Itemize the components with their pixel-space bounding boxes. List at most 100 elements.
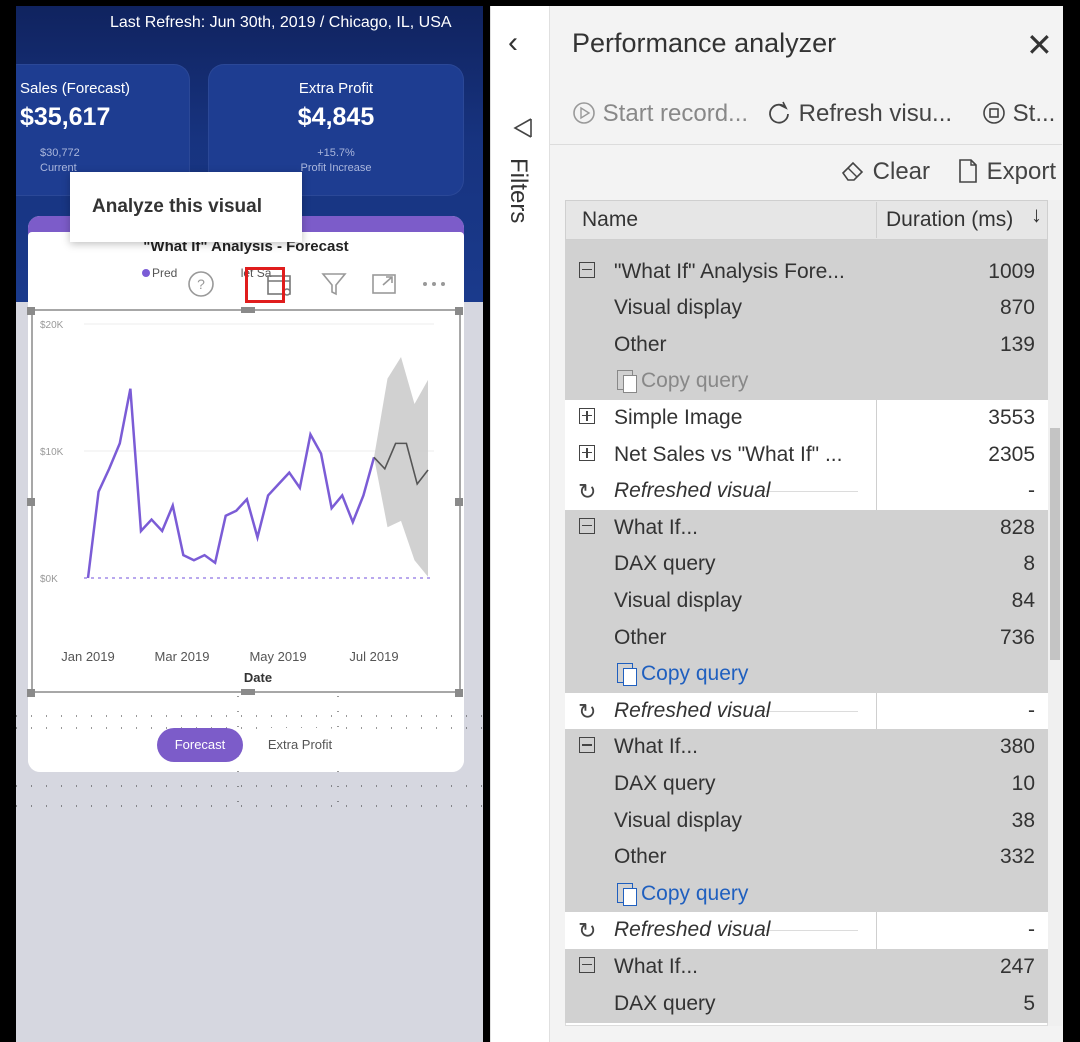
row-name: Net Sales vs "What If" ...: [614, 442, 843, 466]
filters-label-container[interactable]: Filters: [498, 118, 538, 258]
table-row[interactable]: Visual display 84: [565, 583, 1048, 620]
resize-handle: [241, 307, 255, 313]
refresh-icon: ↻: [578, 918, 597, 944]
copy-icon: [617, 370, 637, 394]
focus-mode-icon[interactable]: [370, 270, 398, 298]
expand-icon[interactable]: [579, 444, 595, 461]
kpi-sub-value: +15.7%: [317, 147, 355, 159]
row-name-cell: DAX query: [614, 772, 716, 796]
row-background: [565, 399, 1048, 437]
row-duration: 380: [999, 735, 1035, 759]
forecast-confidence-band: [374, 357, 428, 577]
filter-icon[interactable]: [320, 270, 348, 298]
forecast-button[interactable]: Forecast: [157, 728, 243, 762]
row-background: [565, 656, 1048, 694]
kpi-value: $4,845: [297, 103, 375, 131]
collapse-icon[interactable]: [579, 956, 595, 973]
row-name-cell: Net Sales vs "What If" ...: [614, 443, 842, 467]
y-tick-label: $0K: [40, 574, 58, 585]
table-row[interactable]: Other 139: [565, 327, 1048, 364]
help-icon[interactable]: ?: [187, 270, 215, 298]
row-duration: 828: [999, 515, 1035, 539]
analyze-visual-icon[interactable]: [266, 272, 294, 300]
kpi-title: Sales (Forecast): [20, 80, 131, 97]
table-row[interactable]: ↻ Refreshed visual -: [565, 693, 1048, 730]
row-name-cell: Copy query: [617, 369, 748, 394]
table-row[interactable]: What If... 380: [565, 729, 1048, 766]
extra-profit-button[interactable]: Extra Profit: [254, 728, 346, 762]
copy-query-link[interactable]: Copy query: [565, 656, 1048, 693]
chevron-left-icon[interactable]: ‹: [508, 26, 518, 59]
table-row[interactable]: Other 736: [565, 620, 1048, 657]
table-row[interactable]: Visual display 38: [565, 803, 1048, 840]
filters-label: Filters: [505, 158, 532, 224]
clear-button[interactable]: Clear: [840, 158, 930, 186]
row-name-cell: Refreshed visual: [614, 479, 770, 503]
refresh-visuals-label: Refresh visu...: [798, 100, 953, 127]
table-row[interactable]: Net Sales vs "What If" ... 2305: [565, 437, 1048, 474]
eraser-icon: [841, 161, 864, 181]
row-name-cell: Other: [614, 333, 667, 357]
table-row[interactable]: ↻ Refreshed visual -: [565, 473, 1048, 510]
row-name-cell: DAX query: [614, 552, 716, 576]
record-icon: [573, 102, 595, 124]
filters-pane-collapsed[interactable]: [490, 6, 549, 1042]
table-row[interactable]: DAX query 10: [565, 766, 1048, 803]
funnel-icon: [513, 118, 532, 138]
row-name-cell: Copy query: [617, 662, 749, 687]
scrollbar-thumb[interactable]: [1050, 428, 1060, 660]
kpi-title: Extra Profit: [298, 80, 374, 97]
y-tick-label: $20K: [40, 320, 64, 331]
row-background: [565, 802, 1048, 840]
x-tick-label: Jul 2019: [349, 649, 398, 664]
copy-query-link[interactable]: Copy query: [565, 876, 1048, 913]
row-separator-line: [765, 491, 858, 493]
table-row[interactable]: ↻ Refreshed visual -: [565, 912, 1048, 949]
table-row[interactable]: What If... 828: [565, 510, 1048, 547]
row-name-cell: Other: [614, 626, 667, 650]
row-duration: 84: [1011, 588, 1035, 612]
row-background: [565, 290, 1048, 328]
stop-button[interactable]: St...: [982, 100, 1055, 128]
table-row[interactable]: "What If" Analysis Fore... 1009: [565, 254, 1048, 291]
close-icon[interactable]: ✕: [1026, 27, 1053, 63]
x-tick-label: May 2019: [249, 649, 306, 664]
collapse-icon[interactable]: [579, 737, 595, 754]
row-name: Copy query: [641, 662, 749, 686]
table-row[interactable]: What If... 247: [565, 949, 1048, 986]
row-name: Other: [614, 332, 667, 356]
row-background: [565, 765, 1048, 803]
collapse-icon[interactable]: [579, 517, 595, 534]
row-name: What If...: [614, 954, 699, 978]
svg-text:?: ?: [197, 276, 205, 292]
table-row[interactable]: Simple Image 3553: [565, 400, 1048, 437]
export-button[interactable]: Export: [956, 158, 1056, 186]
forecast-line-chart[interactable]: $0K $10K $20K Jan 2019 Mar 2019 May 2019 Jul 2…: [16, 6, 483, 1042]
table-row[interactable]: Visual display 870: [565, 290, 1048, 327]
row-background: [565, 839, 1048, 877]
row-separator-line: [765, 930, 858, 932]
table-row[interactable]: DAX query 8: [565, 546, 1048, 583]
row-background: [565, 582, 1048, 620]
row-duration: 2305: [988, 442, 1035, 466]
column-header-duration[interactable]: Duration (ms): [886, 208, 1014, 231]
row-background: [565, 436, 1048, 474]
row-name: Visual display: [614, 808, 743, 832]
start-recording-button[interactable]: Start record...: [572, 100, 748, 128]
y-tick-label: $10K: [40, 447, 64, 458]
row-duration: 10: [1011, 771, 1035, 795]
more-options-icon[interactable]: [420, 270, 448, 298]
row-name-cell: Visual display: [614, 809, 742, 833]
expand-icon[interactable]: [579, 407, 595, 424]
row-name-cell: DAX query: [614, 992, 716, 1016]
last-refresh-text: Last Refresh: Jun 30th, 2019 / Chicago, …: [110, 14, 452, 31]
column-divider[interactable]: [876, 202, 877, 238]
refresh-visuals-button[interactable]: Refresh visu...: [766, 100, 952, 128]
row-background: [565, 546, 1048, 584]
table-row[interactable]: Other 332: [565, 839, 1048, 876]
sort-descending-icon[interactable]: ↓: [1031, 202, 1042, 227]
collapse-icon[interactable]: [579, 261, 595, 278]
table-row[interactable]: DAX query 5: [565, 986, 1048, 1023]
copy-query-link[interactable]: Copy query: [565, 363, 1048, 400]
column-header-name[interactable]: Name: [582, 208, 639, 231]
